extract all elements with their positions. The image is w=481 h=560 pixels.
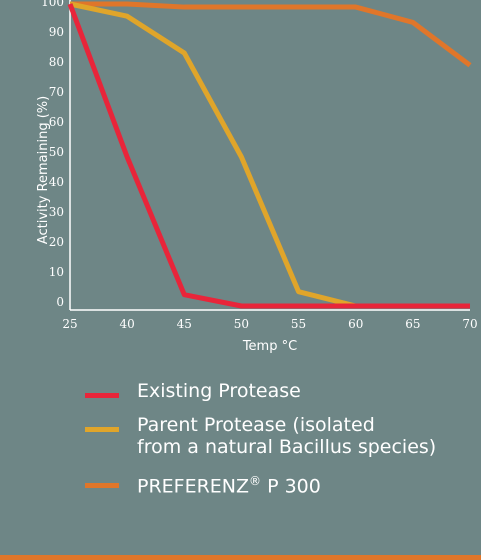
legend-swatch-preferenz <box>85 483 119 488</box>
y-tick-label: 10 <box>49 265 64 279</box>
legend-swatch-parent-protease <box>85 427 119 432</box>
series-line-1 <box>69 1 470 309</box>
y-tick-label: 30 <box>49 205 64 219</box>
y-tick-label: 90 <box>49 25 64 39</box>
x-tick-label: 45 <box>177 317 192 331</box>
x-tick-label: 60 <box>348 317 363 331</box>
y-axis-label: Activity Remaining (%) <box>36 96 51 244</box>
x-tick-label: 70 <box>462 317 477 331</box>
y-tick-label: 20 <box>49 235 64 249</box>
legend-label-parent-protease: Parent Protease (isolated from a natural… <box>137 414 437 458</box>
y-tick-label: 0 <box>56 295 64 309</box>
bottom-rule <box>0 555 481 560</box>
legend-item-preferenz: PREFERENZ® P 300 <box>85 470 475 497</box>
x-axis-label: Temp °C <box>242 339 297 354</box>
legend-label-existing-protease: Existing Protease <box>137 380 301 402</box>
y-tick-label: 80 <box>49 55 64 69</box>
series-line-2 <box>70 1 472 68</box>
x-tick-label: 65 <box>405 317 420 331</box>
line-chart: Activity Remaining (%) 0 10 20 30 40 50 60 70 80… <box>36 0 478 354</box>
legend-item-existing-protease: Existing Protease <box>85 380 475 402</box>
x-tick-label: 25 <box>62 317 77 331</box>
legend: Existing Protease Parent Protease (isola… <box>85 380 475 509</box>
x-tick-label: 50 <box>234 317 249 331</box>
y-tick-label: 70 <box>49 85 64 99</box>
legend-item-parent-protease: Parent Protease (isolated from a natural… <box>85 414 475 458</box>
x-tick-label: 40 <box>120 317 135 331</box>
legend-label-preferenz: PREFERENZ® P 300 <box>137 474 321 498</box>
y-tick-label: 60 <box>49 115 64 129</box>
y-tick-label: 40 <box>49 175 64 189</box>
legend-swatch-existing-protease <box>85 393 119 398</box>
x-tick-label: 55 <box>291 317 306 331</box>
y-tick-label: 100 <box>41 0 64 9</box>
y-tick-label: 50 <box>49 145 64 159</box>
series-line-0 <box>67 3 470 309</box>
